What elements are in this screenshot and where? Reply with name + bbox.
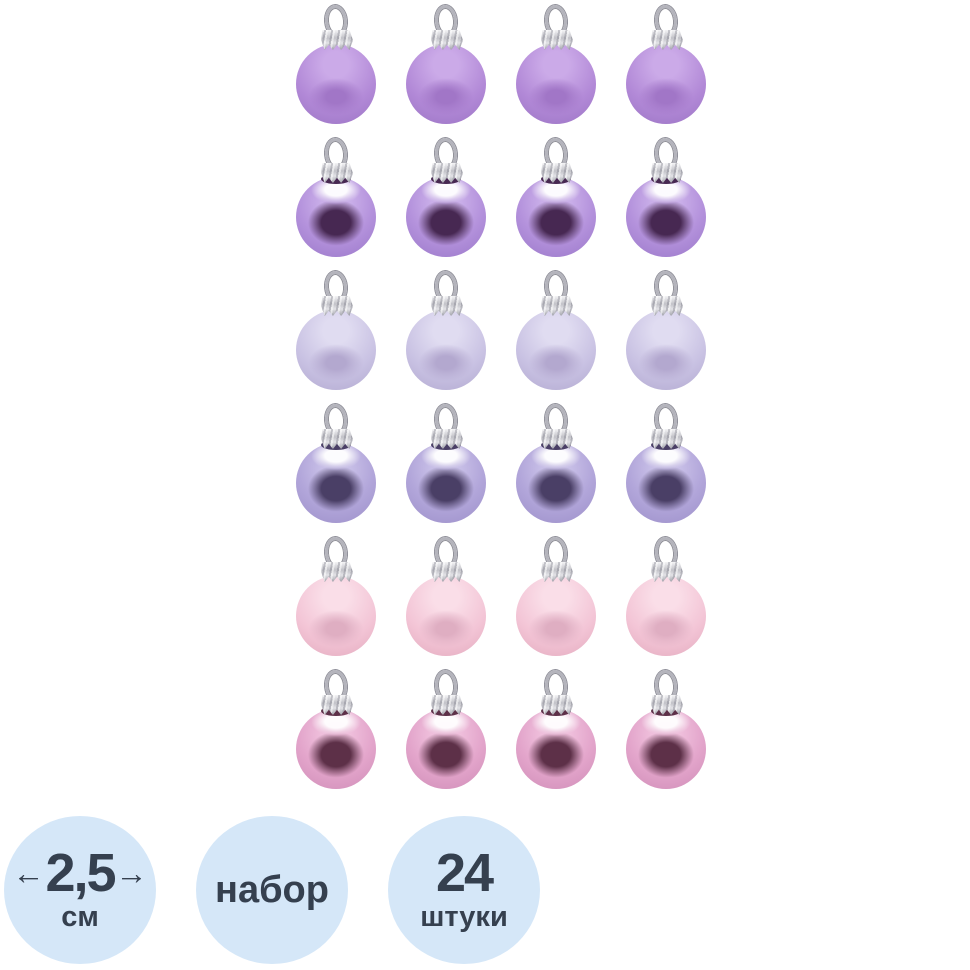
ornament-cap (431, 562, 463, 582)
ornament-cap (541, 429, 573, 449)
ornament-lavender-glossy (626, 403, 706, 526)
set-badge: набор (196, 816, 348, 964)
size-value: 2,5 (45, 843, 116, 904)
ornament-lavender-matte (626, 270, 706, 393)
ornament-ball (626, 709, 706, 789)
ornament-row-pink-glossy (296, 669, 706, 792)
ornament-ball (406, 177, 486, 257)
count-unit: штуки (420, 901, 508, 934)
ornament-ball (296, 177, 376, 257)
ornament-cap (541, 163, 573, 183)
ornament-purple-matte (296, 4, 376, 127)
ornament-ball (516, 576, 596, 656)
ornament-ball (406, 44, 486, 124)
count-value: 24 (435, 843, 494, 904)
ornament-row-lavender-glossy (296, 403, 706, 526)
ornament-cap (321, 30, 353, 50)
ornament-cap (651, 296, 683, 316)
ornament-pink-matte (296, 536, 376, 659)
size-row: ← 2,5 → (12, 846, 147, 900)
ornament-pink-matte (516, 536, 596, 659)
ornament-cap (321, 695, 353, 715)
ornament-cap (431, 695, 463, 715)
ornament-ball (296, 576, 376, 656)
ornament-lavender-glossy (296, 403, 376, 526)
arrow-left-icon: ← (12, 855, 45, 892)
ornament-pink-matte (626, 536, 706, 659)
ornament-cap (431, 296, 463, 316)
ornament-cap (541, 695, 573, 715)
ornament-lavender-glossy (516, 403, 596, 526)
ornament-ball (516, 177, 596, 257)
ornament-ball (406, 709, 486, 789)
ornament-cap (541, 296, 573, 316)
ornament-lavender-matte (406, 270, 486, 393)
ornament-ball (516, 44, 596, 124)
ornament-ball (626, 310, 706, 390)
ornament-cap (651, 695, 683, 715)
info-badges: ← 2,5 → см набор 24 штуки (4, 816, 540, 964)
ornament-cap (431, 429, 463, 449)
ornament-purple-glossy (516, 137, 596, 260)
ornament-pink-matte (406, 536, 486, 659)
ornament-purple-glossy (626, 137, 706, 260)
ornament-ball (296, 310, 376, 390)
ornament-ball (296, 709, 376, 789)
ornament-row-lavender-matte (296, 270, 706, 393)
ornament-cap (651, 429, 683, 449)
ornament-ball (406, 443, 486, 523)
ornament-cap (651, 30, 683, 50)
ornament-pink-glossy (406, 669, 486, 792)
ornament-cap (321, 429, 353, 449)
ornament-purple-glossy (406, 137, 486, 260)
ornament-cap (541, 562, 573, 582)
ornament-pink-glossy (516, 669, 596, 792)
ornament-purple-matte (516, 4, 596, 127)
ornament-row-purple-matte (296, 4, 706, 127)
ornament-lavender-glossy (406, 403, 486, 526)
ornament-lavender-matte (516, 270, 596, 393)
count-badge: 24 штуки (388, 816, 540, 964)
ornament-ball (626, 44, 706, 124)
ornament-grid (296, 4, 706, 792)
ornament-pink-glossy (296, 669, 376, 792)
ornament-cap (431, 163, 463, 183)
ornament-ball (626, 576, 706, 656)
ornament-cap (651, 562, 683, 582)
ornament-purple-matte (406, 4, 486, 127)
ornament-lavender-matte (296, 270, 376, 393)
ornament-ball (626, 177, 706, 257)
size-unit: см (61, 901, 99, 934)
ornament-ball (516, 310, 596, 390)
ornament-cap (321, 296, 353, 316)
arrow-right-icon: → (115, 855, 148, 892)
ornament-cap (321, 562, 353, 582)
ornament-row-pink-matte (296, 536, 706, 659)
ornament-purple-matte (626, 4, 706, 127)
ornament-cap (431, 30, 463, 50)
ornament-ball (406, 310, 486, 390)
set-label: набор (215, 869, 329, 911)
ornament-cap (321, 163, 353, 183)
ornament-cap (541, 30, 573, 50)
size-badge: ← 2,5 → см (4, 816, 156, 964)
ornament-purple-glossy (296, 137, 376, 260)
ornament-ball (516, 709, 596, 789)
ornament-ball (296, 44, 376, 124)
ornament-ball (626, 443, 706, 523)
ornament-ball (296, 443, 376, 523)
ornament-row-purple-glossy (296, 137, 706, 260)
ornament-cap (651, 163, 683, 183)
ornament-pink-glossy (626, 669, 706, 792)
ornament-ball (406, 576, 486, 656)
ornament-ball (516, 443, 596, 523)
